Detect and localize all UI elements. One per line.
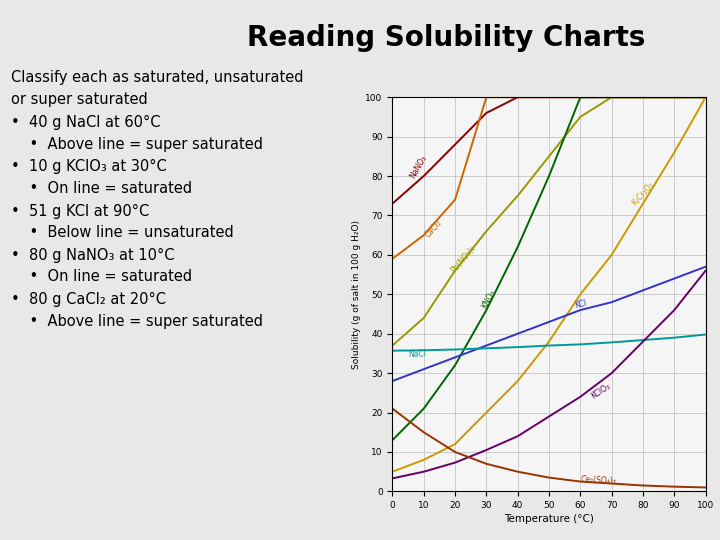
Text: Reading Solubility Charts: Reading Solubility Charts xyxy=(247,24,646,52)
Text: K₂Cr₂O₇: K₂Cr₂O₇ xyxy=(631,180,656,207)
Text: Pb(NO₃)₂: Pb(NO₃)₂ xyxy=(449,243,477,275)
Text: NaNO₃: NaNO₃ xyxy=(408,153,428,180)
Text: NaCl: NaCl xyxy=(408,350,426,359)
Text: •  10 g KClO₃ at 30°C: • 10 g KClO₃ at 30°C xyxy=(11,159,166,174)
Text: •  On line = saturated: • On line = saturated xyxy=(11,269,192,285)
Text: •  51 g KCl at 90°C: • 51 g KCl at 90°C xyxy=(11,204,149,219)
Text: •  Above line = super saturated: • Above line = super saturated xyxy=(11,314,263,329)
Text: Classify each as saturated, unsaturated: Classify each as saturated, unsaturated xyxy=(11,70,303,85)
Text: Ce₂(SO₄)₃: Ce₂(SO₄)₃ xyxy=(580,475,616,485)
Text: KClO₃: KClO₃ xyxy=(590,382,612,401)
Text: •  On line = saturated: • On line = saturated xyxy=(11,181,192,196)
Text: CaCl₂: CaCl₂ xyxy=(423,218,444,239)
Text: or super saturated: or super saturated xyxy=(11,92,148,107)
Text: •  40 g NaCl at 60°C: • 40 g NaCl at 60°C xyxy=(11,115,161,130)
Text: KNO₃: KNO₃ xyxy=(480,288,498,310)
Text: •  80 g NaNO₃ at 10°C: • 80 g NaNO₃ at 10°C xyxy=(11,248,174,263)
Text: KCl: KCl xyxy=(574,299,588,310)
X-axis label: Temperature (°C): Temperature (°C) xyxy=(504,514,594,524)
Text: •  Above line = super saturated: • Above line = super saturated xyxy=(11,137,263,152)
Text: •  Below line = unsaturated: • Below line = unsaturated xyxy=(11,225,233,240)
Text: •  80 g CaCl₂ at 20°C: • 80 g CaCl₂ at 20°C xyxy=(11,292,166,307)
Y-axis label: Solubility (g of salt in 100 g H₂O): Solubility (g of salt in 100 g H₂O) xyxy=(352,220,361,369)
